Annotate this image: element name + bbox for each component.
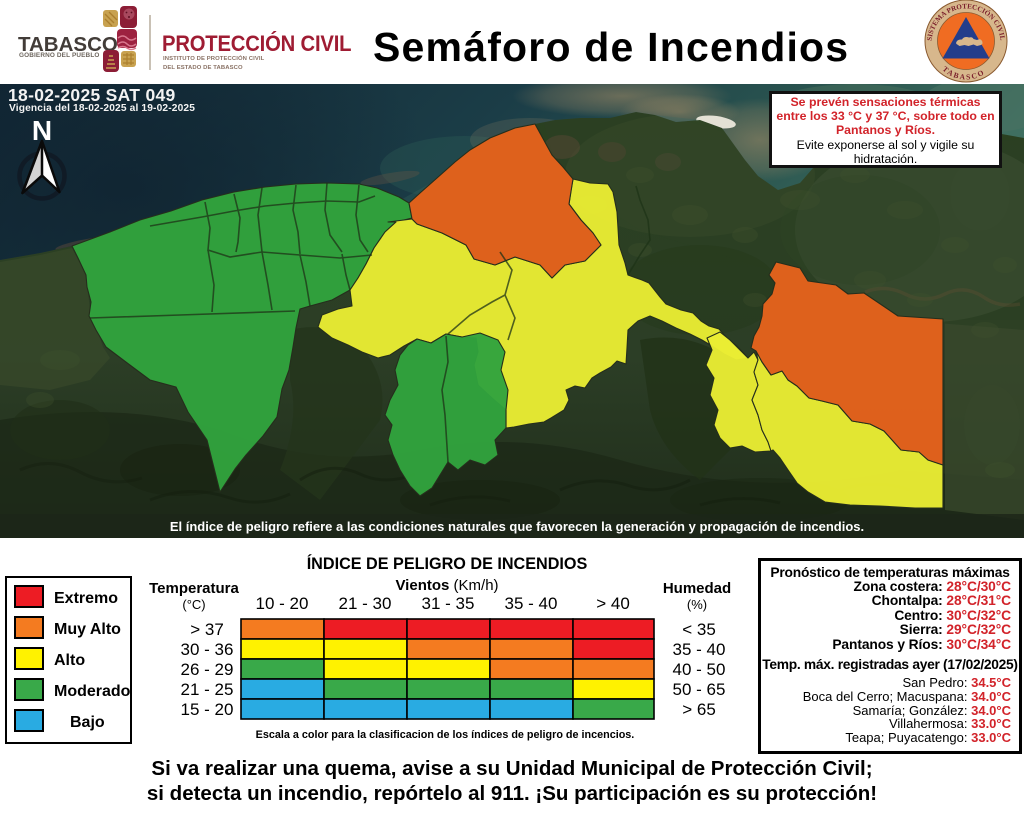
- svg-text:N: N: [32, 115, 52, 146]
- svg-text:Bajo: Bajo: [70, 714, 105, 731]
- svg-text:50 - 65: 50 - 65: [673, 680, 726, 699]
- svg-text:Temperatura: Temperatura: [149, 580, 239, 597]
- svg-text:35 - 40: 35 - 40: [673, 640, 726, 659]
- svg-text:> 65: > 65: [682, 700, 716, 719]
- svg-text:> 37: > 37: [190, 620, 224, 639]
- svg-text:40 - 50: 40 - 50: [673, 660, 726, 679]
- svg-text:Vientos (Km/h): Vientos (Km/h): [395, 577, 498, 594]
- svg-text:(%): (%): [687, 597, 707, 612]
- svg-text:21 - 30: 21 - 30: [339, 594, 392, 613]
- svg-text:(°C): (°C): [182, 597, 205, 612]
- svg-text:10 - 20: 10 - 20: [256, 594, 309, 613]
- svg-text:El índice de peligro refiere a: El índice de peligro refiere a las condi…: [170, 519, 864, 534]
- svg-text:Muy Alto: Muy Alto: [54, 621, 121, 638]
- svg-text:21 - 25: 21 - 25: [181, 680, 234, 699]
- svg-text:30 - 36: 30 - 36: [181, 640, 234, 659]
- svg-text:Moderado: Moderado: [54, 683, 131, 700]
- svg-text:Alto: Alto: [54, 652, 85, 669]
- svg-text:< 35: < 35: [682, 620, 716, 639]
- svg-text:31 - 35: 31 - 35: [422, 594, 475, 613]
- svg-text:35 - 40: 35 - 40: [505, 594, 558, 613]
- svg-text:Extremo: Extremo: [54, 590, 118, 607]
- svg-text:26 - 29: 26 - 29: [181, 660, 234, 679]
- svg-text:Humedad: Humedad: [663, 580, 731, 597]
- svg-text:15 - 20: 15 - 20: [181, 700, 234, 719]
- svg-text:> 40: > 40: [596, 594, 630, 613]
